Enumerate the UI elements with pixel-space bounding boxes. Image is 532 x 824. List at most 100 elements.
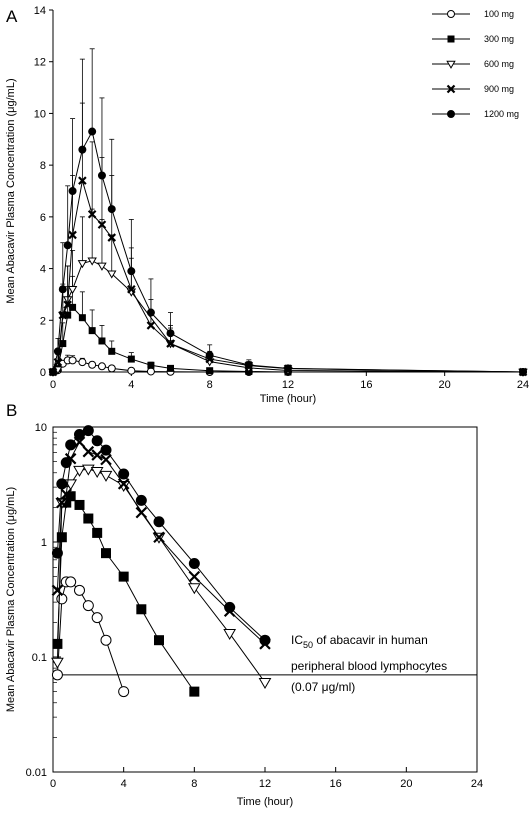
x-tick-label: 12 <box>259 778 271 790</box>
marker-cross-stroke <box>53 357 63 367</box>
series-line <box>52 180 524 373</box>
marker-filled-square <box>65 491 76 502</box>
series-line <box>56 468 266 683</box>
y-tick-label: 2 <box>40 315 46 327</box>
marker-cross-stroke <box>56 496 68 509</box>
marker-open-circle <box>91 612 103 624</box>
marker-filled-circle <box>146 308 155 317</box>
series-line <box>52 130 524 373</box>
marker-filled-square <box>98 337 106 345</box>
marker-filled-circle <box>447 110 455 118</box>
series-300-mg <box>49 275 527 376</box>
marker-open-circle <box>88 360 97 369</box>
ic50-label-sub: 50 <box>303 640 313 650</box>
marker-cross <box>82 445 95 458</box>
marker-open-circle <box>68 356 77 365</box>
series-line <box>56 441 266 645</box>
marker-cross-stroke <box>82 445 95 458</box>
marker-open-triangle <box>187 583 201 595</box>
marker-open-circle <box>78 358 87 367</box>
marker-cross <box>51 584 64 597</box>
y-axis-label: Mean Abacavir Plasma Concentration (μg/m… <box>5 487 17 712</box>
marker-cross-stroke <box>135 506 148 519</box>
marker-cross-stroke <box>166 339 175 348</box>
marker-filled-circle <box>100 444 112 456</box>
marker-open-triangle <box>51 657 64 669</box>
marker-cross <box>188 570 201 583</box>
marker-cross <box>117 478 130 490</box>
panel-a-letter: A <box>6 7 18 26</box>
panel-b-chart: 0.01 0.1 1 10 0 4 8 12 16 20 24 Time (hour) Mean Aba… <box>5 422 483 808</box>
x-tick-label: 24 <box>517 379 529 391</box>
ic50-label-line2: peripheral blood lymphocytes <box>291 659 447 673</box>
marker-open-circle <box>146 367 155 376</box>
y-tick-label: 14 <box>34 5 46 17</box>
marker-cross <box>100 453 112 466</box>
marker-filled-circle <box>205 351 214 360</box>
marker-open-triangle <box>223 629 237 641</box>
marker-open-triangle <box>258 678 272 690</box>
marker-open-triangle <box>67 285 78 295</box>
marker-filled-square <box>189 686 200 697</box>
series-600-mg <box>48 208 528 377</box>
marker-cross-stroke <box>60 488 73 501</box>
series-300-mg <box>52 491 200 697</box>
panel-a-legend: 100 mg 300 mg 600 mg 900 mg 1200 mg <box>432 9 519 119</box>
marker-cross <box>146 321 156 330</box>
marker-cross-stroke <box>117 478 130 490</box>
series-600-mg <box>51 464 272 690</box>
legend-item: 900 mg <box>432 84 514 94</box>
marker-filled-square <box>56 532 67 543</box>
marker-filled-square <box>147 361 155 369</box>
marker-filled-square <box>154 635 164 646</box>
y-tick-label: 10 <box>35 422 47 434</box>
y-tick-label: 0.1 <box>32 652 47 664</box>
marker-open-circle <box>51 669 63 681</box>
marker-cross-stroke <box>100 453 112 466</box>
marker-filled-circle <box>284 364 292 373</box>
marker-filled-circle <box>224 601 236 613</box>
marker-filled-circle <box>88 127 97 136</box>
series-1200-mg <box>51 425 271 646</box>
marker-filled-square <box>127 355 135 363</box>
ic50-label-line3: (0.07 μg/ml) <box>291 680 355 694</box>
marker-filled-circle <box>60 457 72 469</box>
marker-filled-circle <box>519 368 527 376</box>
marker-cross-stroke <box>87 209 97 219</box>
marker-open-triangle <box>87 257 97 266</box>
series-line <box>56 495 195 692</box>
marker-cross-stroke <box>146 321 156 330</box>
y-tick-label: 0 <box>40 367 46 379</box>
marker-open-circle <box>107 364 116 373</box>
marker-filled-circle <box>53 347 62 356</box>
marker-filled-square <box>83 513 94 524</box>
series-100-mg <box>51 576 130 698</box>
marker-filled-circle <box>65 439 77 451</box>
marker-filled-circle <box>166 329 175 338</box>
marker-filled-circle <box>82 425 94 437</box>
x-tick-label: 16 <box>360 379 372 391</box>
marker-filled-square <box>88 327 96 335</box>
x-tick-label: 20 <box>439 379 451 391</box>
legend-label: 1200 mg <box>484 109 519 119</box>
x-tick-label: 8 <box>191 778 197 790</box>
legend-label: 600 mg <box>484 59 514 69</box>
x-tick-label: 8 <box>207 379 213 391</box>
marker-filled-square <box>136 604 147 615</box>
series-line <box>52 260 524 373</box>
legend-item: 100 mg <box>432 9 514 19</box>
y-tick-label: 0.01 <box>26 767 47 779</box>
marker-cross <box>107 233 117 242</box>
marker-cross <box>127 284 136 294</box>
marker-open-circle <box>100 634 112 646</box>
marker-open-triangle <box>90 467 104 479</box>
marker-open-circle <box>82 600 94 612</box>
marker-open-circle <box>447 10 455 18</box>
x-tick-label: 0 <box>50 778 56 790</box>
marker-cross <box>87 209 97 219</box>
marker-filled-circle <box>51 547 63 559</box>
x-tick-label: 24 <box>471 778 483 790</box>
marker-cross <box>166 339 175 348</box>
marker-filled-circle <box>68 187 77 195</box>
